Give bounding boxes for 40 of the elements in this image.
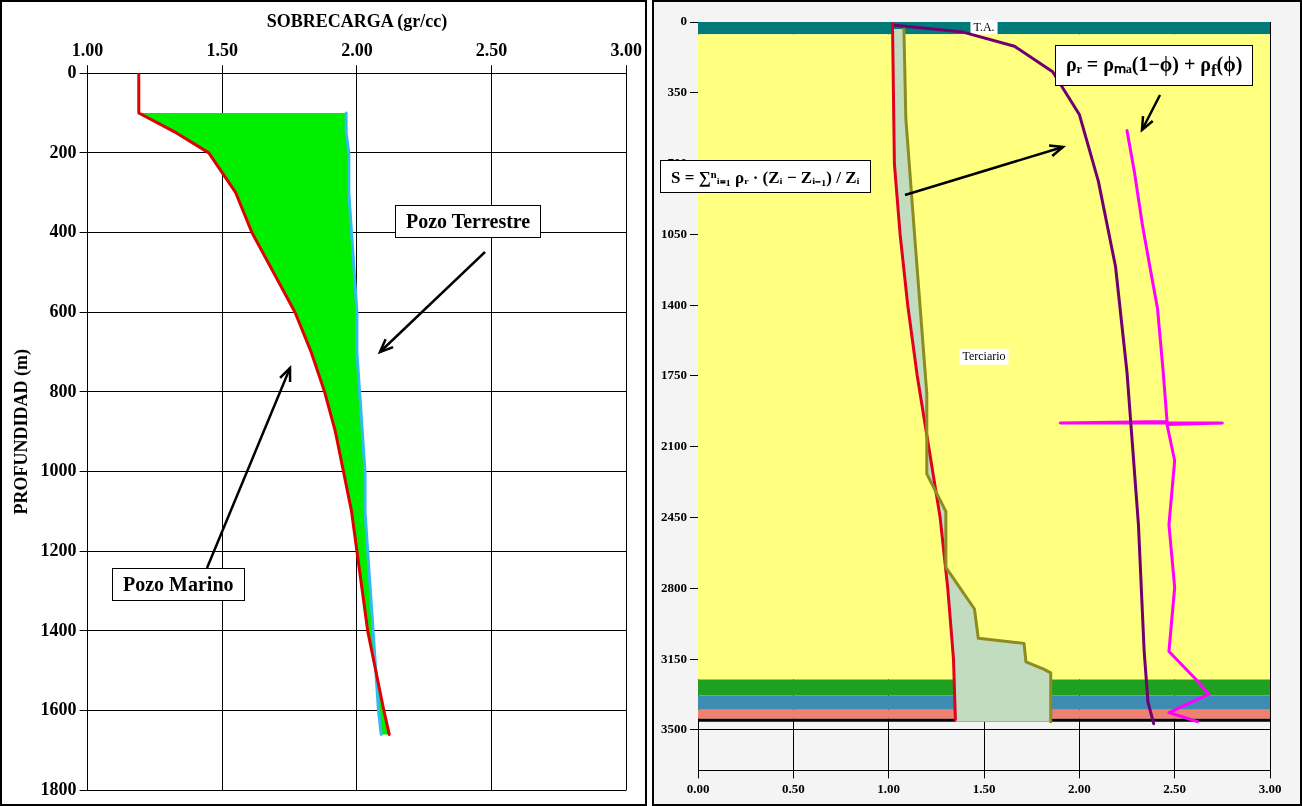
y-tick-label: 350 — [667, 84, 687, 100]
band-label: Terciario — [962, 348, 1006, 363]
x-axis-title: SOBRECARGA (gr/cc) — [266, 11, 448, 33]
annotation: Pozo Terrestre — [395, 205, 542, 238]
annotation: S = ∑ⁿᵢ₌₁ ρᵣ · (Zᵢ − Zᵢ₋₁) / Zᵢ — [660, 160, 871, 193]
x-tick-label: 1.00 — [877, 780, 901, 796]
x-tick-label: 3.00 — [610, 40, 642, 61]
x-tick-label: 1.50 — [972, 780, 996, 796]
x-tick-label: 1.50 — [206, 40, 239, 61]
y-tick-label: 1000 — [40, 460, 77, 481]
y-tick-label: 200 — [49, 141, 77, 162]
y-tick-label: 0 — [680, 13, 687, 29]
x-tick-label: 2.00 — [341, 40, 373, 61]
y-tick-label: 1200 — [40, 539, 77, 560]
x-tick-label: 0.50 — [781, 780, 805, 796]
x-tick-label: 2.50 — [475, 40, 508, 61]
x-tick-label: 2.50 — [1163, 780, 1187, 796]
x-tick-label: 3.00 — [1258, 780, 1282, 796]
annotation: ρᵣ = ρₘₐ(1−ϕ) + ρ$_{f}$(ϕ) — [1055, 45, 1254, 86]
y-tick-label: 600 — [49, 300, 77, 321]
y-tick-label: 800 — [49, 380, 77, 401]
y-tick-label: 400 — [49, 221, 77, 242]
y-tick-label: 1800 — [40, 778, 77, 799]
x-tick-label: 2.00 — [1067, 780, 1091, 796]
x-tick-label: 1.00 — [71, 40, 104, 61]
y-tick-label: 1600 — [40, 699, 77, 720]
y-axis-title: PROFUNDIDAD (m) — [11, 348, 33, 515]
y-tick-label: 2450 — [661, 508, 687, 524]
y-tick-label: 2100 — [661, 438, 687, 454]
y-tick-label: 2800 — [661, 579, 687, 595]
y-tick-label: 3500 — [661, 721, 687, 737]
annotation: Pozo Marino — [112, 568, 245, 601]
y-tick-label: 3150 — [661, 650, 687, 666]
y-tick-label: 1050 — [661, 225, 687, 241]
y-tick-label: 1400 — [40, 619, 77, 640]
y-tick-label: 1750 — [661, 367, 687, 383]
y-tick-label: 0 — [67, 61, 77, 82]
x-tick-label: 0.00 — [686, 780, 710, 796]
band-label: T.A. — [973, 20, 995, 35]
y-tick-label: 1400 — [661, 296, 687, 312]
